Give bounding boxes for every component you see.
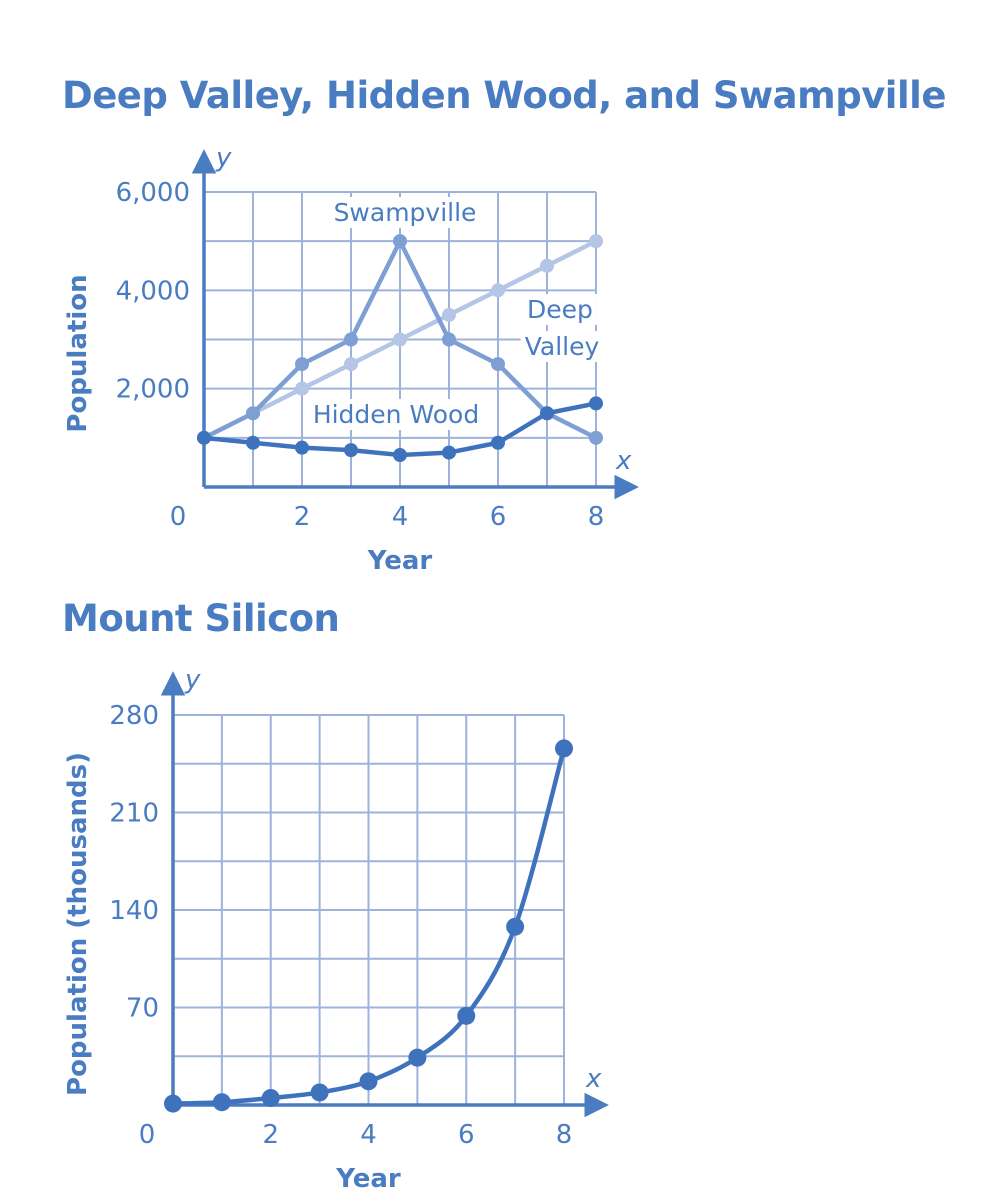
- hidden-wood-point: [246, 435, 260, 450]
- mount-silicon-point: [212, 1093, 231, 1112]
- x-tick-label: 6: [490, 502, 507, 532]
- hidden-wood-point: [491, 435, 505, 450]
- origin-label: 0: [170, 502, 187, 532]
- deep-valley-label-background: [520, 331, 604, 362]
- swampville-point: [246, 406, 260, 421]
- hidden-wood-point: [589, 396, 603, 411]
- deep-valley-point: [344, 357, 358, 372]
- x-axis-label: Year: [367, 546, 433, 576]
- deep-valley-point: [540, 258, 554, 273]
- deep-valley-label-background: [523, 294, 597, 325]
- mount-silicon-points: [164, 739, 573, 1113]
- deep-valley-point: [589, 234, 603, 249]
- mount-silicon-point: [164, 1094, 182, 1113]
- y-axis-label: Population: [63, 274, 93, 432]
- y-axis-label: Population (thousands): [63, 752, 93, 1096]
- x-tick-label: 8: [556, 1120, 573, 1150]
- swampville-point: [344, 332, 358, 347]
- hidden-wood-point: [540, 406, 554, 421]
- swampville-point: [393, 234, 407, 249]
- x-tick-label: 4: [392, 502, 409, 532]
- y-tick-label: 210: [109, 799, 159, 829]
- mount-silicon-point: [555, 739, 573, 758]
- deep-valley-point: [442, 307, 456, 322]
- swampville-point: [295, 357, 309, 372]
- grid: [173, 714, 565, 1105]
- origin-label: 0: [139, 1120, 156, 1150]
- y-tick-label: 4,000: [116, 276, 190, 306]
- hidden-wood-point: [197, 430, 211, 445]
- deep-valley-point: [393, 332, 407, 347]
- hidden-wood-point: [295, 440, 309, 455]
- deep-valley-point: [491, 283, 505, 298]
- mount-silicon-point: [261, 1089, 280, 1108]
- y-tick-label: 2,000: [116, 375, 190, 405]
- swampville-point: [442, 332, 456, 347]
- mount-silicon-point: [310, 1083, 329, 1102]
- y-axis-variable: y: [215, 143, 232, 173]
- hidden-wood-point: [344, 443, 358, 458]
- chart-title: Deep Valley, Hidden Wood, and Swampville: [62, 74, 946, 117]
- mount-silicon-point: [457, 1006, 476, 1025]
- swampville-label-background: [329, 197, 481, 228]
- swampville-point: [491, 357, 505, 372]
- y-tick-label: 280: [109, 701, 159, 731]
- x-tick-label: 2: [262, 1120, 279, 1150]
- hidden-wood-label-background: [308, 399, 484, 430]
- population-line-chart: x y 0 2 4 6 8 2,000 4,000 6,000 Year Population Swam…: [63, 143, 639, 576]
- deep-valley-label: Valley: [525, 332, 600, 361]
- hidden-wood-points: [197, 396, 603, 463]
- x-tick-label: 2: [294, 502, 311, 532]
- mount-silicon-point: [408, 1048, 427, 1067]
- x-axis-variable: x: [615, 446, 632, 476]
- mount-silicon-point: [506, 917, 525, 936]
- x-tick-label: 8: [588, 502, 605, 532]
- y-axis-variable: y: [184, 665, 201, 695]
- x-tick-label: 4: [360, 1120, 377, 1150]
- swampville-label: Swampville: [334, 198, 477, 227]
- mount-silicon-point: [359, 1072, 378, 1091]
- y-tick-label: 6,000: [116, 178, 190, 208]
- y-tick-label: 140: [109, 896, 159, 926]
- chart-title: Mount Silicon: [62, 597, 340, 640]
- hidden-wood-point: [393, 448, 407, 463]
- y-tick-label: 70: [126, 994, 159, 1024]
- hidden-wood-label: Hidden Wood: [313, 400, 479, 429]
- deep-valley-label: Deep: [527, 295, 593, 324]
- x-axis-variable: x: [585, 1064, 602, 1094]
- x-axis-label: Year: [335, 1164, 401, 1194]
- swampville-point: [589, 430, 603, 445]
- hidden-wood-point: [442, 445, 456, 460]
- x-tick-label: 6: [458, 1120, 475, 1150]
- deep-valley-point: [295, 381, 309, 396]
